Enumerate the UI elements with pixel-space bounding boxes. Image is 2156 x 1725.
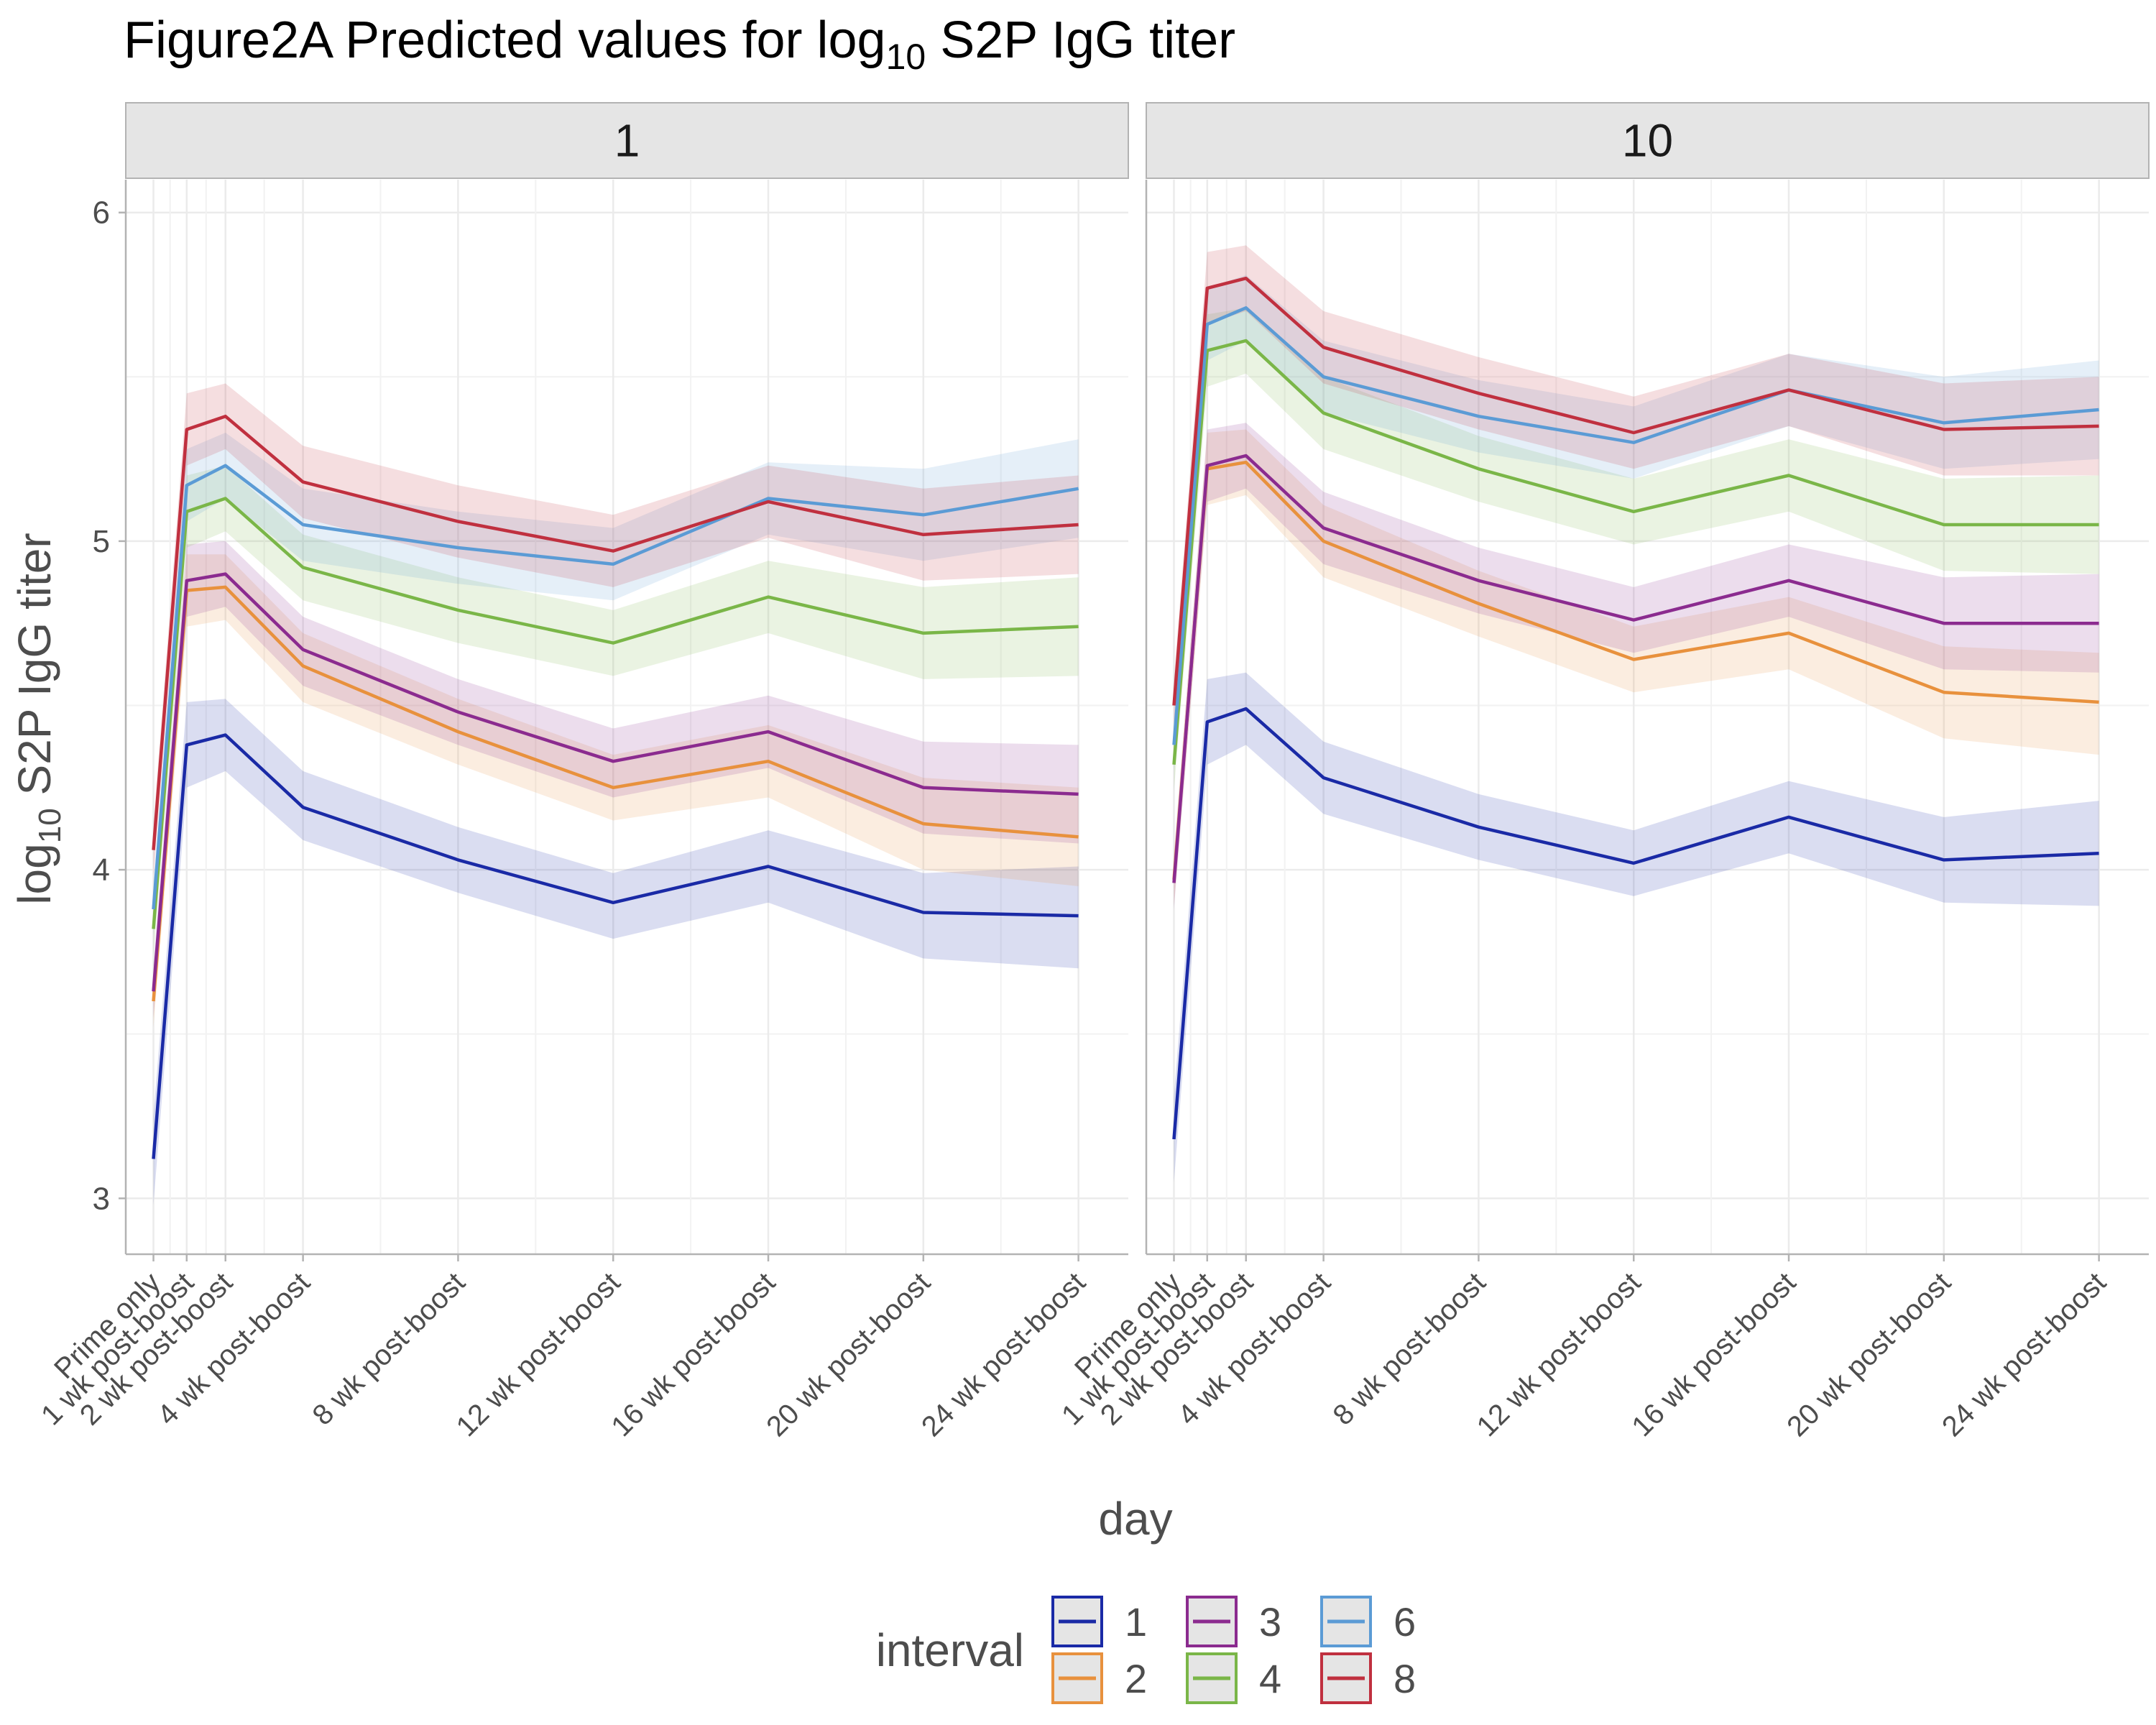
legend-label: 4 <box>1259 1656 1281 1701</box>
x-tick-label: 20 wk post-boost <box>1781 1266 1957 1443</box>
x-tick-label: 12 wk post-boost <box>1471 1266 1647 1443</box>
ribbon-interval-3 <box>153 540 1079 1018</box>
title-suffix: S2P IgG titer <box>926 12 1235 69</box>
line-interval-3 <box>1172 454 2099 883</box>
legend-item-6: 6 <box>1320 1596 1416 1647</box>
y-tick-label: 4 <box>93 852 110 888</box>
facet-label: 10 <box>1622 115 1673 167</box>
line-interval-2 <box>152 585 1079 1002</box>
gridlines <box>126 180 1128 1254</box>
ribbon-interval-2 <box>153 554 1079 1028</box>
legend-label: 2 <box>1125 1656 1147 1701</box>
confidence-ribbons <box>153 383 1079 1205</box>
y-axis-title: log10 S2P IgG titer <box>9 533 68 904</box>
facet-strip <box>125 102 1129 179</box>
facet-label: 1 <box>614 115 640 167</box>
legend-label: 8 <box>1393 1656 1416 1701</box>
ribbon-interval-2 <box>1174 429 2099 906</box>
line-interval-2 <box>1172 460 2099 880</box>
gridlines <box>1146 180 2149 1254</box>
legend-label: 3 <box>1259 1599 1281 1644</box>
line-interval-1 <box>152 733 1079 1159</box>
legend-item-2: 2 <box>1051 1652 1147 1704</box>
legend-item-8: 8 <box>1320 1652 1416 1704</box>
title-prefix: Figure2A Predicted values for log <box>124 12 886 69</box>
line-interval-8 <box>1172 276 2099 706</box>
x-tick-label: 8 wk post-boost <box>307 1266 471 1431</box>
ylabel-suffix: S2P IgG titer <box>9 533 60 808</box>
line-interval-4 <box>152 497 1079 929</box>
line-interval-6 <box>152 464 1079 910</box>
legend-label: 6 <box>1393 1599 1416 1644</box>
x-tick-label: 16 wk post-boost <box>1626 1266 1802 1443</box>
ribbon-interval-6 <box>153 433 1079 936</box>
line-interval-6 <box>1172 306 2099 745</box>
x-tick-label: 8 wk post-boost <box>1327 1266 1492 1431</box>
ribbon-interval-8 <box>1174 245 2099 732</box>
line-interval-8 <box>152 414 1079 850</box>
y-tick-label: 6 <box>93 196 110 231</box>
title-subscript: 10 <box>886 37 926 77</box>
ribbon-interval-3 <box>1174 423 2099 909</box>
legend-title: interval <box>876 1624 1024 1676</box>
x-tick-label: 24 wk post-boost <box>1936 1266 2112 1443</box>
ylabel-subscript: 10 <box>32 808 68 843</box>
facet-strip <box>1146 102 2150 179</box>
line-interval-1 <box>1172 707 2099 1140</box>
legend-item-1: 1 <box>1051 1596 1147 1647</box>
ribbon-interval-4 <box>153 465 1079 955</box>
confidence-ribbons <box>1174 245 2099 1182</box>
x-tick-label: 20 wk post-boost <box>760 1266 936 1443</box>
series-lines <box>152 414 1079 1159</box>
ylabel-prefix: log <box>9 843 60 904</box>
x-axis-title: day <box>1098 1493 1172 1545</box>
x-tick-label: 16 wk post-boost <box>605 1266 781 1443</box>
legend-item-3: 3 <box>1186 1596 1281 1647</box>
line-interval-4 <box>1172 339 2099 765</box>
ribbon-interval-1 <box>153 699 1079 1205</box>
legend: interval 1 2 3 4 6 8 <box>876 1596 1416 1704</box>
series-lines <box>1172 276 2099 1140</box>
y-tick-label: 5 <box>93 524 110 559</box>
y-tick-label: 3 <box>93 1181 110 1216</box>
line-interval-3 <box>152 572 1079 992</box>
ribbon-interval-4 <box>1174 308 2099 791</box>
ribbon-interval-1 <box>1174 672 2099 1182</box>
legend-item-4: 4 <box>1186 1652 1281 1704</box>
chart-title: Figure2A Predicted values for log10 S2P … <box>124 12 1235 77</box>
x-tick-label: 12 wk post-boost <box>451 1266 627 1443</box>
legend-label: 1 <box>1125 1599 1147 1644</box>
